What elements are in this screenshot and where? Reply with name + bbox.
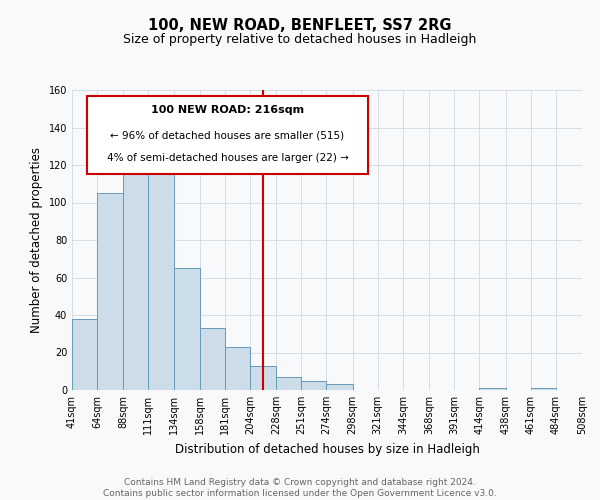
- Text: 100 NEW ROAD: 216sqm: 100 NEW ROAD: 216sqm: [151, 105, 304, 115]
- Y-axis label: Number of detached properties: Number of detached properties: [30, 147, 43, 333]
- Text: 4% of semi-detached houses are larger (22) →: 4% of semi-detached houses are larger (2…: [107, 154, 349, 164]
- Bar: [276, 377, 301, 390]
- FancyBboxPatch shape: [88, 96, 368, 174]
- Bar: [479, 388, 506, 390]
- Bar: [173, 268, 200, 390]
- Bar: [72, 319, 97, 390]
- Bar: [250, 366, 276, 390]
- Text: Size of property relative to detached houses in Hadleigh: Size of property relative to detached ho…: [124, 32, 476, 46]
- Bar: [301, 380, 326, 390]
- Text: ← 96% of detached houses are smaller (515): ← 96% of detached houses are smaller (51…: [110, 130, 344, 140]
- X-axis label: Distribution of detached houses by size in Hadleigh: Distribution of detached houses by size …: [175, 442, 479, 456]
- Text: 100, NEW ROAD, BENFLEET, SS7 2RG: 100, NEW ROAD, BENFLEET, SS7 2RG: [148, 18, 452, 32]
- Bar: [225, 347, 250, 390]
- Bar: [124, 163, 148, 390]
- Bar: [97, 193, 124, 390]
- Bar: [326, 384, 353, 390]
- Text: Contains HM Land Registry data © Crown copyright and database right 2024.
Contai: Contains HM Land Registry data © Crown c…: [103, 478, 497, 498]
- Bar: [530, 388, 556, 390]
- Bar: [148, 152, 173, 390]
- Bar: [200, 328, 225, 390]
